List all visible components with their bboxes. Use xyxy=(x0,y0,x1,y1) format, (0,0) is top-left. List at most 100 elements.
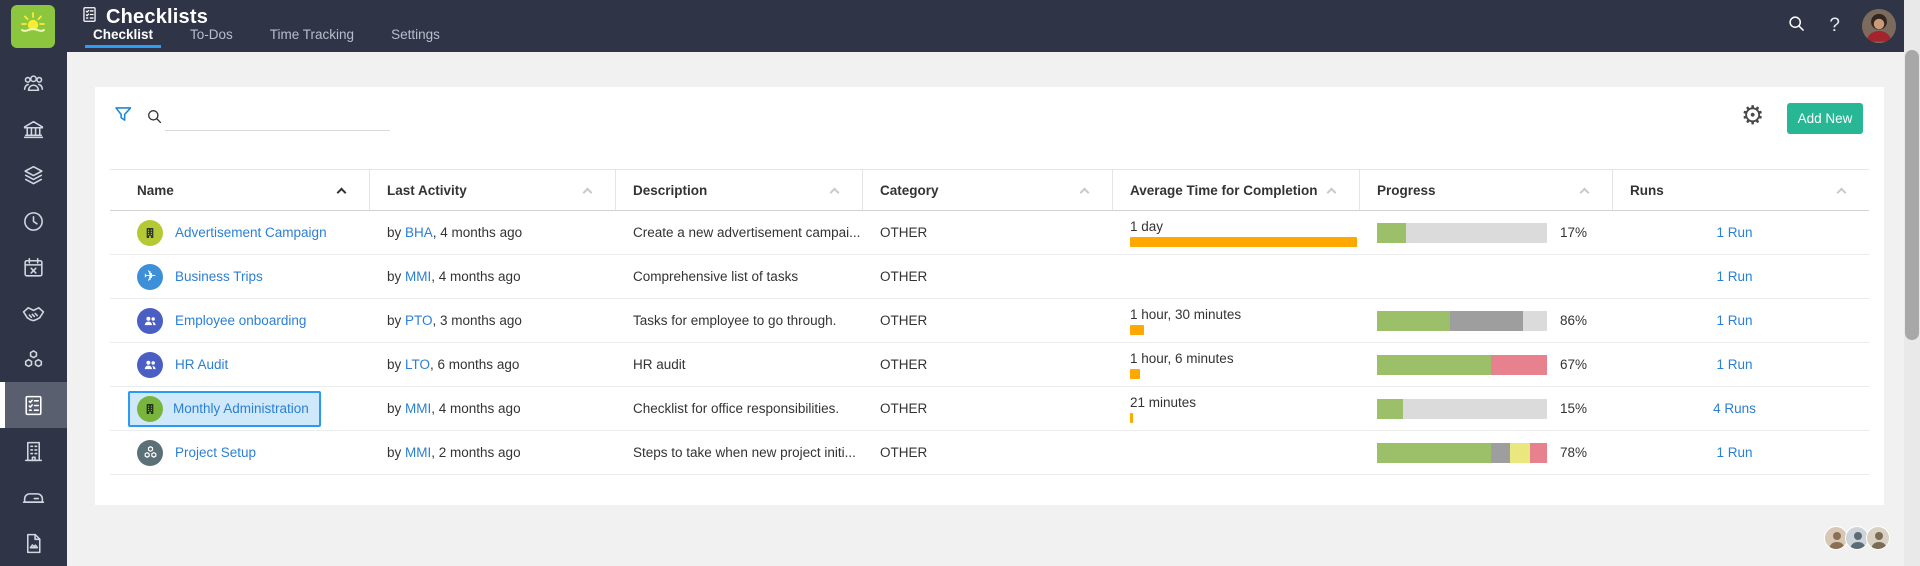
runs-cell: 1 Run xyxy=(1613,269,1869,284)
name-cell: Monthly Administration xyxy=(110,390,370,427)
sort-chevron-up-icon[interactable] xyxy=(582,187,593,197)
scrollbar-thumb[interactable] xyxy=(1905,50,1919,340)
clock-icon xyxy=(21,209,46,234)
column-header-last-activity[interactable]: Last Activity xyxy=(370,170,616,210)
activity-by-text: by xyxy=(387,445,406,460)
building-icon xyxy=(137,395,163,422)
avg-time-text: 21 minutes xyxy=(1130,394,1197,410)
filter-icon[interactable] xyxy=(113,104,134,130)
runs-link[interactable]: 1 Run xyxy=(1716,313,1753,328)
column-label: Runs xyxy=(1630,182,1664,198)
column-header-average-time-for-completion[interactable]: Average Time for Completion xyxy=(1113,170,1360,210)
category-cell: OTHER xyxy=(880,269,928,284)
sidebar-item-clock[interactable] xyxy=(0,198,67,244)
table-header-row: Name Last Activity Description Category Aver… xyxy=(110,169,1869,211)
cubes-icon xyxy=(21,347,46,372)
tab-checklist[interactable]: Checklist xyxy=(85,27,162,48)
sort-chevron-up-icon[interactable] xyxy=(1326,187,1337,197)
activity-user-link[interactable]: BHA xyxy=(405,225,433,240)
column-header-progress[interactable]: Progress xyxy=(1360,170,1613,210)
table-row[interactable]: Advertisement Campaign by BHA, 4 months a… xyxy=(110,211,1869,255)
description-cell: Steps to take when new project initi... xyxy=(633,445,856,460)
table-row[interactable]: Project Setup by MMI, 2 months ago Steps t… xyxy=(110,431,1869,475)
search-icon[interactable] xyxy=(1786,13,1807,39)
search-input[interactable] xyxy=(165,101,390,131)
runs-link[interactable]: 1 Run xyxy=(1716,269,1753,284)
app-logo[interactable] xyxy=(11,5,55,48)
top-right-icons: ? xyxy=(1786,0,1896,52)
runs-link[interactable]: 1 Run xyxy=(1716,445,1753,460)
gear-icon[interactable]: ⚙ xyxy=(1741,100,1765,130)
activity-user-link[interactable]: MMI xyxy=(405,401,432,416)
activity-ago-text: , 3 months ago xyxy=(432,313,522,328)
progress-segment-gray xyxy=(1450,310,1524,331)
sort-chevron-up-icon[interactable] xyxy=(1836,187,1847,197)
tab-to-dos[interactable]: To-Dos xyxy=(190,27,233,42)
progress-segment-green xyxy=(1377,310,1451,331)
runs-link[interactable]: 1 Run xyxy=(1716,225,1753,240)
member-avatar[interactable] xyxy=(1866,526,1890,550)
runs-link[interactable]: 1 Run xyxy=(1716,357,1753,372)
column-header-category[interactable]: Category xyxy=(863,170,1113,210)
runs-link[interactable]: 4 Runs xyxy=(1713,401,1756,416)
user-avatar[interactable] xyxy=(1862,9,1896,43)
add-new-button[interactable]: Add New xyxy=(1787,103,1863,134)
column-header-name[interactable]: Name xyxy=(110,170,370,210)
tab-settings[interactable]: Settings xyxy=(391,27,440,42)
table-row[interactable]: Employee onboarding by PTO, 3 months ago T… xyxy=(110,299,1869,343)
name-box: Advertisement Campaign xyxy=(137,219,370,246)
plane-icon: ✈ xyxy=(137,263,163,290)
sidebar-item-cubes[interactable] xyxy=(0,336,67,382)
checklist-name-link[interactable]: Business Trips xyxy=(175,269,263,284)
column-label: Last Activity xyxy=(387,182,467,198)
sidebar-item-handshake[interactable] xyxy=(0,290,67,336)
progress-segment-salmon xyxy=(1490,354,1547,375)
name-cell: HR Audit xyxy=(110,351,370,378)
column-header-runs[interactable]: Runs xyxy=(1613,170,1869,210)
page-title: Checklists xyxy=(106,5,209,28)
sort-chevron-up-icon[interactable] xyxy=(336,187,347,197)
table-row[interactable]: Monthly Administration by MMI, 4 months a… xyxy=(110,387,1869,431)
people-icon xyxy=(137,307,163,334)
name-box[interactable]: Monthly Administration xyxy=(128,390,321,427)
sidebar-item-document[interactable] xyxy=(0,520,67,566)
description-cell: Create a new advertisement campai... xyxy=(633,225,861,240)
help-icon[interactable]: ? xyxy=(1829,15,1840,36)
progress-segment-green xyxy=(1377,398,1403,419)
sidebar-item-building[interactable] xyxy=(0,428,67,474)
checklist-name-link[interactable]: HR Audit xyxy=(175,357,229,372)
checklist-name-link[interactable]: Advertisement Campaign xyxy=(175,225,327,240)
vertical-scrollbar[interactable] xyxy=(1904,0,1920,566)
sidebar-item-bank[interactable] xyxy=(0,106,67,152)
sort-chevron-up-icon[interactable] xyxy=(1579,187,1590,197)
checklist-name-link[interactable]: Project Setup xyxy=(175,445,257,460)
column-label: Description xyxy=(633,182,708,198)
sidebar-item-team[interactable] xyxy=(0,60,67,106)
sort-chevron-up-icon[interactable] xyxy=(829,187,840,197)
sort-chevron-up-icon[interactable] xyxy=(1079,187,1090,197)
activity-user-link[interactable]: MMI xyxy=(405,445,432,460)
member-avatar[interactable] xyxy=(1845,526,1869,550)
activity-user-link[interactable]: LTO xyxy=(405,357,431,372)
checklist-name-link[interactable]: Monthly Administration xyxy=(173,401,309,416)
table-row[interactable]: HR Audit by LTO, 6 months ago HR audit OTHE… xyxy=(110,343,1869,387)
sidebar-item-vehicle[interactable] xyxy=(0,474,67,520)
avg-time-cell: 21 minutes xyxy=(1113,395,1360,423)
activity-user-link[interactable]: MMI xyxy=(405,269,432,284)
last-activity-cell: by MMI, 4 months ago xyxy=(370,401,616,416)
progress-bar xyxy=(1377,354,1547,375)
name-box: Project Setup xyxy=(137,439,370,466)
member-avatar[interactable] xyxy=(1824,526,1848,550)
table-row[interactable]: ✈ Business Trips by MMI, 4 months ago Compr… xyxy=(110,255,1869,299)
checklist-name-link[interactable]: Employee onboarding xyxy=(175,313,307,328)
column-header-description[interactable]: Description xyxy=(616,170,863,210)
calendar-icon xyxy=(21,255,46,280)
activity-user-link[interactable]: PTO xyxy=(405,313,433,328)
sidebar-item-calendar[interactable] xyxy=(0,244,67,290)
sidebar-item-checklist[interactable] xyxy=(0,382,67,428)
table-search-icon[interactable] xyxy=(145,107,164,131)
avg-time-cell: 1 hour, 30 minutes xyxy=(1113,307,1360,335)
category-cell: OTHER xyxy=(880,313,928,328)
tab-time-tracking[interactable]: Time Tracking xyxy=(269,27,355,42)
sidebar-item-layers[interactable] xyxy=(0,152,67,198)
